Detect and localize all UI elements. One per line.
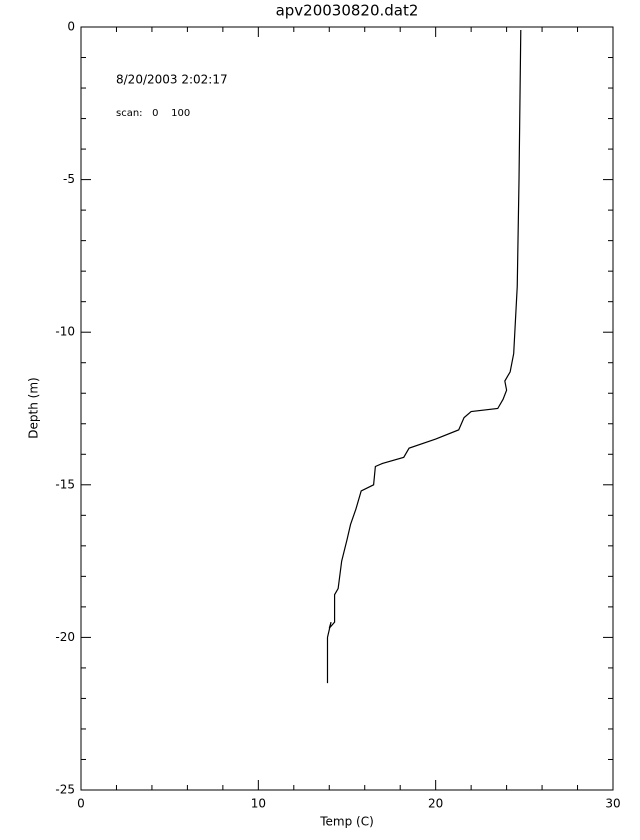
- x-tick-label: 20: [428, 797, 443, 811]
- y-tick-label: -15: [55, 477, 75, 491]
- x-tick-label: 0: [77, 797, 85, 811]
- annotation: scan: 0 100: [116, 108, 190, 119]
- chart-title: apv20030820.dat2: [276, 2, 419, 20]
- x-tick-label: 30: [605, 797, 620, 811]
- y-tick-label: -25: [55, 783, 75, 797]
- y-tick-label: -10: [55, 325, 75, 339]
- x-tick-label: 10: [251, 797, 266, 811]
- x-axis-label: Temp (C): [319, 815, 374, 829]
- plot-frame: [80, 26, 614, 791]
- y-tick-label: -5: [63, 172, 75, 186]
- y-axis-label: Depth (m): [27, 377, 41, 438]
- annotation: 8/20/2003 2:02:17: [116, 73, 228, 87]
- y-tick-label: 0: [67, 20, 75, 34]
- profile-line: [326, 30, 522, 684]
- y-tick-label: -20: [55, 630, 75, 644]
